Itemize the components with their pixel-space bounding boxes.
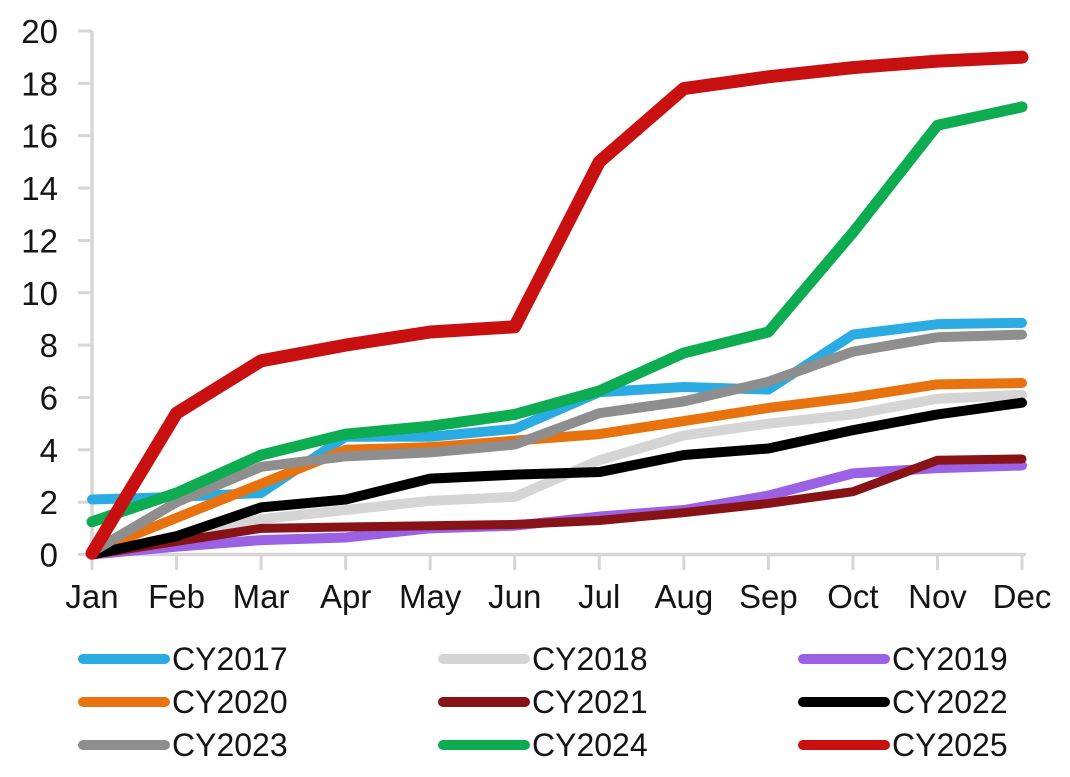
x-axis-tick-label: Sep — [739, 578, 798, 615]
series-line-CY2024 — [86, 101, 1028, 528]
legend-swatch — [78, 696, 170, 707]
legend-swatch — [438, 653, 530, 664]
series-line-CY2023 — [87, 329, 1027, 557]
legend-label: CY2018 — [532, 640, 648, 677]
legend-item-CY2025: CY2025 — [798, 729, 1070, 761]
legend-swatch — [438, 739, 530, 750]
legend-label: CY2025 — [892, 726, 1008, 763]
y-axis-tick-label: 20 — [21, 13, 58, 50]
y-axis-tick-label: 2 — [40, 484, 58, 521]
x-axis-tick-label: Feb — [148, 578, 205, 615]
legend-item-CY2019: CY2019 — [798, 643, 1070, 675]
y-axis-tick-label: 14 — [21, 170, 58, 207]
y-axis-tick-label: 12 — [21, 222, 58, 259]
series-line-CY2021 — [87, 454, 1027, 559]
x-axis-tick-label: Jul — [578, 578, 620, 615]
y-axis-tick-label: 6 — [40, 379, 58, 416]
chart-legend: CY2017 CY2018 CY2019 CY2020 CY2021 CY2022 CY20… — [78, 637, 1070, 766]
y-axis-tick-label: 10 — [21, 275, 58, 312]
x-axis-tick-label: Oct — [827, 578, 878, 615]
x-axis-tick-label: Dec — [993, 578, 1052, 615]
legend-swatch — [78, 653, 170, 664]
x-axis-tick-label: May — [399, 578, 462, 615]
legend-label: CY2023 — [172, 726, 288, 763]
legend-swatch — [78, 739, 170, 750]
legend-item-CY2020: CY2020 — [78, 686, 438, 718]
legend-label: CY2017 — [172, 640, 288, 677]
legend-label: CY2020 — [172, 683, 288, 720]
legend-swatch — [798, 739, 890, 750]
legend-label: CY2019 — [892, 640, 1008, 677]
legend-label: CY2022 — [892, 683, 1008, 720]
x-axis-tick-label: Jun — [488, 578, 541, 615]
x-axis-tick-label: Nov — [908, 578, 967, 615]
series-line-CY2022 — [87, 397, 1027, 560]
y-axis-tick-label: 8 — [40, 327, 58, 364]
legend-item-CY2023: CY2023 — [78, 729, 438, 761]
y-axis-tick-label: 0 — [40, 537, 58, 574]
x-axis-tick-label: Aug — [654, 578, 713, 615]
y-axis-tick-label: 18 — [21, 65, 58, 102]
y-axis-tick-label: 16 — [21, 118, 58, 155]
y-axis-tick-label: 4 — [40, 432, 58, 469]
y-axis: 0 2 4 6 8 10 12 14 16 18 20 — [21, 13, 92, 574]
legend-swatch — [798, 696, 890, 707]
x-axis: Jan Feb Mar Apr May Jun Jul Aug Sep Oct Nov Dec — [65, 556, 1051, 615]
legend-item-CY2021: CY2021 — [438, 686, 798, 718]
legend-item-CY2018: CY2018 — [438, 643, 798, 675]
series-line-CY2020 — [87, 378, 1027, 557]
legend-swatch — [798, 653, 890, 664]
legend-item-CY2024: CY2024 — [438, 729, 798, 761]
legend-item-CY2017: CY2017 — [78, 643, 438, 675]
x-axis-tick-label: Apr — [320, 578, 371, 615]
legend-label: CY2021 — [532, 683, 648, 720]
x-axis-tick-label: Mar — [233, 578, 290, 615]
series-line-CY2018 — [87, 389, 1027, 560]
legend-swatch — [438, 696, 530, 707]
legend-item-CY2022: CY2022 — [798, 686, 1070, 718]
x-axis-tick-label: Jan — [65, 578, 118, 615]
series-line-CY2025 — [85, 50, 1029, 560]
legend-label: CY2024 — [532, 726, 648, 763]
